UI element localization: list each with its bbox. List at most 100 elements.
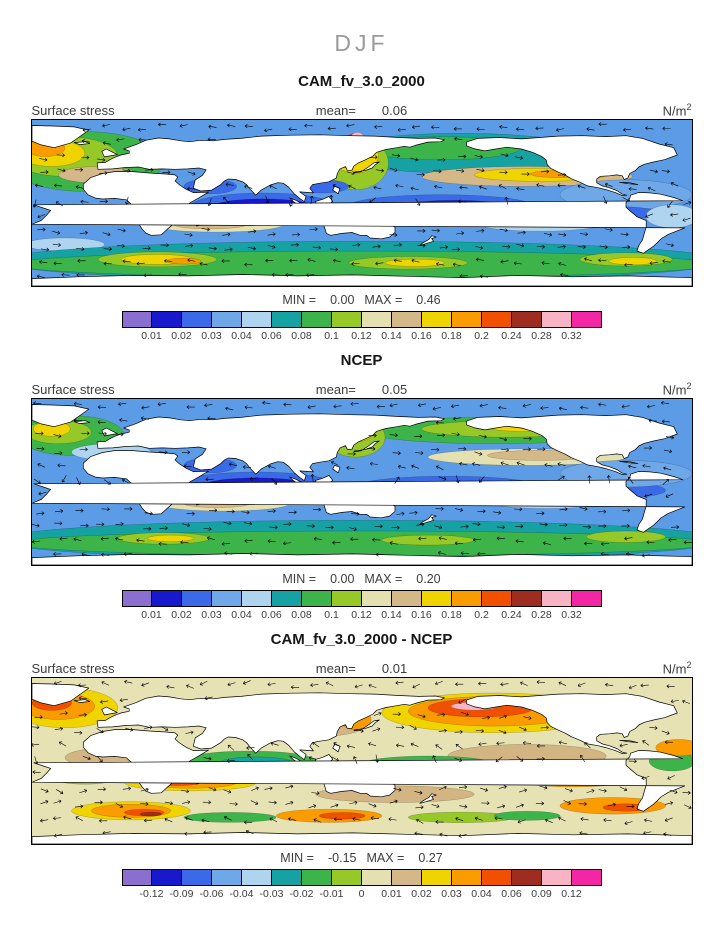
units-exponent: 2 [686, 659, 692, 670]
colorbar-tick-label: 0.04 [231, 330, 252, 342]
min-label: MIN = [280, 851, 314, 865]
colorbar-segment [301, 591, 332, 606]
colorbar-segment [331, 312, 361, 327]
colorbar-tick-label: 0.18 [441, 330, 462, 342]
map-header: Surface stress mean= 0.05 N/m2 [32, 380, 692, 397]
colorbar-segment [271, 591, 302, 606]
panel-diff: CAM_fv_3.0_2000 - NCEP Surface stress me… [0, 631, 723, 902]
colorbar-segment [420, 312, 451, 327]
colorbar-segment [122, 870, 152, 885]
colorbar-labels: -0.12 -0.09 -0.06 -0.04 -0.03 -0.02 -0.01 0 0.01… [122, 888, 602, 902]
colorbar-labels: 0.01 0.02 0.03 0.04 0.06 0.08 0.1 0.12 0.14 0.16 0… [122, 609, 602, 623]
mean-readout: mean= 0.06 [316, 103, 407, 118]
colorbar-segment [570, 591, 601, 606]
units-base: N/m [662, 661, 687, 676]
colorbar-tick-label: 0.1 [324, 609, 339, 621]
colorbar-segment [450, 312, 481, 327]
panel-cam: CAM_fv_3.0_2000 Surface stress mean= 0.0… [0, 73, 723, 344]
colorbar-tick-label: -0.12 [139, 888, 164, 900]
colorbar-tick-label: 0.06 [501, 888, 522, 900]
continents [31, 683, 692, 844]
max-value: 0.20 [416, 572, 441, 586]
colorbar-tick-label: 0.08 [291, 330, 312, 342]
map-header: Surface stress mean= 0.06 N/m2 [32, 101, 692, 118]
colorbar-tick-label: 0.16 [411, 609, 432, 621]
world-map-svg [31, 678, 692, 844]
mean-label: mean= [315, 382, 356, 397]
mean-label: mean= [315, 103, 356, 118]
colorbar-segment [540, 312, 571, 327]
season-title: DJF [334, 30, 389, 56]
colorbar-tick-label: 0.1 [324, 330, 339, 342]
colorbar-segment [540, 591, 571, 606]
colorbar-tick-label: -0.01 [319, 888, 344, 900]
units-label: N/m2 [663, 660, 692, 676]
colorbar-strip [121, 869, 602, 886]
field-label: Surface stress [31, 382, 115, 397]
colorbar-segment [420, 591, 451, 606]
continents [31, 404, 692, 565]
max-value: 0.46 [416, 293, 441, 307]
units-label: N/m2 [663, 381, 692, 397]
colorbar-segment [241, 591, 272, 606]
min-label: MIN = [282, 572, 317, 586]
max-label: MAX = [364, 572, 403, 586]
colorbar-tick-label: 0.02 [171, 609, 192, 621]
units-exponent: 2 [686, 101, 692, 112]
colorbar-labels: 0.01 0.02 0.03 0.04 0.06 0.08 0.1 0.12 0.14 0.16 0… [122, 330, 602, 344]
colorbar-tick-label: -0.02 [289, 888, 314, 900]
colorbar-segment [151, 870, 182, 885]
colorbar-tick-label: 0.14 [381, 330, 402, 342]
colorbar-segment [211, 591, 242, 606]
colorbar-segment [181, 312, 212, 327]
colorbar-segment [570, 870, 601, 885]
panel-title: CAM_fv_3.0_2000 [298, 73, 425, 90]
colorbar-tick-label: 0.02 [171, 330, 192, 342]
map-canvas [30, 398, 693, 566]
map-canvas [30, 677, 693, 845]
max-label: MAX = [366, 851, 405, 865]
wind-vectors [32, 122, 691, 279]
colorbar-segment [331, 870, 361, 885]
colorbar-tick-label: 0.14 [381, 609, 402, 621]
colorbar-tick-label: 0.24 [501, 330, 522, 342]
colorbar-segment [510, 870, 541, 885]
world-map-svg [31, 120, 692, 286]
minmax-readout: MIN = -0.15 MAX = 0.27 [0, 851, 723, 865]
colorbar-segment [122, 591, 152, 606]
panel-title: NCEP [340, 352, 383, 369]
world-map-svg [31, 399, 692, 565]
colorbar-tick-label: 0.2 [474, 330, 489, 342]
colorbar-tick-label: 0.08 [291, 609, 312, 621]
colorbar-tick-label: 0.12 [351, 330, 372, 342]
colorbar-segment [390, 870, 421, 885]
colorbar-segment [151, 591, 182, 606]
colorbar-segment [390, 312, 421, 327]
figure-page: DJF CAM_fv_3.0_2000 Surface stress mean=… [0, 30, 723, 902]
colorbar-segment [390, 591, 421, 606]
units-label: N/m2 [663, 102, 692, 118]
colorbar-tick-label: -0.03 [259, 888, 284, 900]
colorbar-tick-label: 0.2 [474, 609, 489, 621]
colorbar: 0.01 0.02 0.03 0.04 0.06 0.08 0.1 0.12 0.14 0.16 0… [121, 311, 602, 344]
colorbar-segment [540, 870, 571, 885]
wind-vectors [31, 400, 692, 558]
colorbar-tick-label: -0.06 [199, 888, 224, 900]
colorbar-segment [211, 870, 242, 885]
min-value: 0.00 [330, 293, 355, 307]
panel-title: CAM_fv_3.0_2000 - NCEP [270, 631, 453, 648]
field-label: Surface stress [31, 661, 115, 676]
colorbar-segment [480, 591, 511, 606]
minmax-readout: MIN = 0.00 MAX = 0.20 [0, 572, 723, 586]
colorbar-segment [151, 312, 182, 327]
colorbar-tick-label: 0.28 [531, 330, 552, 342]
colorbar: 0.01 0.02 0.03 0.04 0.06 0.08 0.1 0.12 0.14 0.16 0… [121, 590, 602, 623]
colorbar-tick-label: 0.24 [501, 609, 522, 621]
colorbar-strip [121, 311, 602, 328]
mean-value: 0.01 [381, 661, 408, 676]
minmax-readout: MIN = 0.00 MAX = 0.46 [0, 293, 723, 307]
mean-readout: mean= 0.01 [316, 661, 407, 676]
colorbar-segment [510, 591, 541, 606]
panel-ncep: NCEP Surface stress mean= 0.05 N/m2 MIN … [0, 352, 723, 623]
colorbar-tick-label: 0.12 [561, 888, 582, 900]
